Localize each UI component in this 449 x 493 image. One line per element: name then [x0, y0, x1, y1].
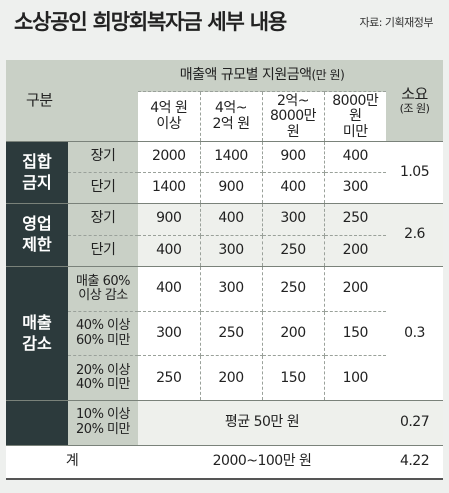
table-cell: 250 — [262, 266, 325, 312]
table-cell: 250 — [262, 235, 325, 268]
table-cell: 100 — [324, 355, 387, 401]
table-cell: 300 — [262, 203, 325, 236]
row-label: 단기 — [68, 235, 139, 268]
group-label-restriction: 영업 제한 — [6, 203, 68, 268]
table-cell: 300 — [324, 172, 387, 204]
table-cell: 200 — [324, 235, 387, 268]
row-label: 장기 — [68, 141, 139, 174]
group-label-blank — [6, 400, 68, 446]
group-total: 0.3 — [386, 266, 444, 401]
table-cell: 900 — [138, 203, 201, 236]
table-cell: 400 — [324, 141, 387, 174]
source-note: 자료: 기획재정부 — [359, 16, 433, 29]
table-cell: 900 — [200, 172, 263, 204]
group-total: 0.27 — [386, 400, 444, 446]
table-cell: 200 — [324, 266, 387, 312]
table-cell: 250 — [200, 311, 263, 357]
col-header-80m-200m: 2억~ 8000만 원 — [262, 91, 325, 143]
table-cell: 400 — [138, 266, 201, 312]
table-cell: 150 — [262, 355, 325, 401]
table-cell: 200 — [262, 311, 325, 357]
group-total: 1.05 — [386, 141, 444, 204]
table-cell: 150 — [324, 311, 387, 357]
table-cell-average: 평균 50만 원 — [138, 400, 387, 446]
row-label: 20% 이상 40% 미만 — [68, 355, 139, 401]
row-label: 10% 이상 20% 미만 — [68, 400, 139, 446]
table-cell: 900 — [262, 141, 325, 174]
table-cell: 2000 — [138, 141, 201, 174]
table-cell: 400 — [138, 235, 201, 268]
table-cell: 400 — [262, 172, 325, 204]
budget-header: 소요 (조 원) — [386, 60, 444, 143]
category-header: 구분 — [6, 60, 139, 143]
table-cell: 300 — [200, 235, 263, 268]
sum-label: 계 — [6, 445, 139, 480]
table-cell: 300 — [138, 311, 201, 357]
page-title: 소상공인 희망회복자금 세부 내용 — [14, 10, 287, 34]
row-label: 장기 — [68, 203, 139, 236]
table-cell: 250 — [324, 203, 387, 236]
group-label-sales-decline: 매출 감소 — [6, 266, 68, 401]
sum-value: 2000~100만 원 — [138, 445, 387, 480]
sales-size-header: 매출액 규모별 지원금액(만 원) — [138, 60, 387, 93]
col-header-under-80m: 8000만 원 미만 — [324, 91, 387, 143]
row-label: 단기 — [68, 172, 139, 204]
group-total: 2.6 — [386, 203, 444, 268]
col-header-over-400m: 4억 원 이상 — [138, 91, 201, 143]
table-cell: 200 — [200, 355, 263, 401]
table-cell: 400 — [200, 203, 263, 236]
col-header-200m-400m: 4억~ 2억 원 — [200, 91, 263, 143]
support-fund-table: 구분 매출액 규모별 지원금액(만 원) 소요 (조 원) 4억 원 이상 4억~… — [6, 60, 444, 480]
row-label: 매출 60% 이상 감소 — [68, 266, 139, 312]
row-label: 40% 이상 60% 미만 — [68, 311, 139, 357]
group-label-ban: 집합 금지 — [6, 141, 68, 204]
table-cell: 250 — [138, 355, 201, 401]
table-cell: 1400 — [200, 141, 263, 174]
table-cell: 1400 — [138, 172, 201, 204]
table-cell: 300 — [200, 266, 263, 312]
sum-total: 4.22 — [386, 445, 444, 480]
